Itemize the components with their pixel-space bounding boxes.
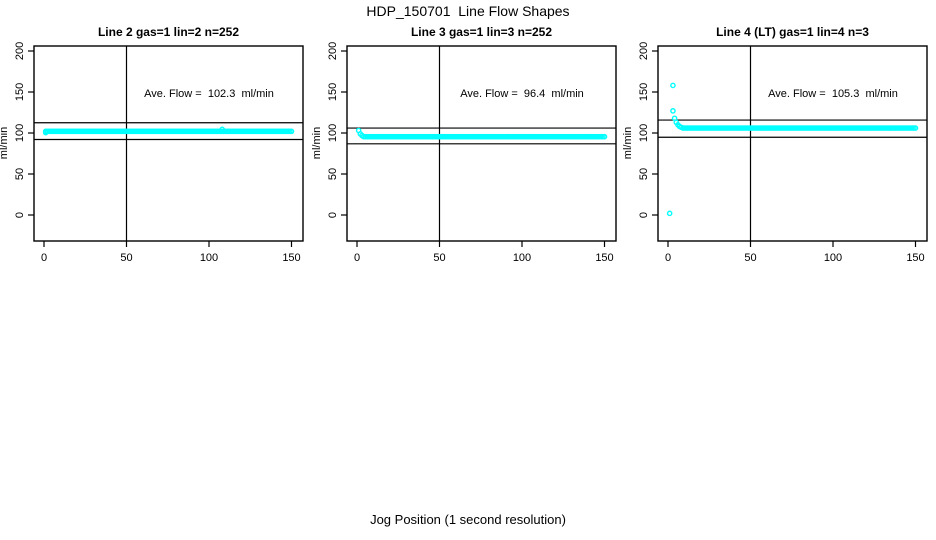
panel-line-4-ave-flow-annotation: Ave. Flow = 105.3 ml/min	[768, 88, 898, 100]
shared-x-axis-label: Jog Position (1 second resolution)	[370, 512, 566, 527]
y-tick-label: 150	[638, 83, 650, 101]
data-point	[666, 210, 673, 217]
plot-frame	[346, 45, 617, 242]
x-tick-label: 0	[665, 252, 671, 264]
y-axis-title: ml/min	[0, 127, 10, 159]
y-tick-label: 0	[638, 212, 650, 218]
data-point	[678, 124, 685, 131]
data-point	[601, 133, 608, 140]
panel-line-4-title: Line 4 (LT) gas=1 lin=4 n=3	[716, 25, 869, 39]
y-tick-label: 200	[638, 42, 650, 60]
y-tick-label: 100	[14, 124, 26, 142]
y-tick-label: 200	[14, 42, 26, 60]
x-tick-label: 100	[824, 252, 842, 264]
y-tick-label: 200	[327, 42, 339, 60]
y-tick-label: 150	[14, 83, 26, 101]
data-point	[42, 129, 49, 136]
plot-frame	[657, 45, 928, 242]
panel-line-4-plot-area: 0 50 100 150 0 50 100 150 200 ml/min Ave. Flow = …	[622, 42, 928, 264]
chart-main-title: HDP_150701 Line Flow Shapes	[366, 3, 570, 19]
x-tick-label: 0	[41, 252, 47, 264]
panel-line-4: Line 4 (LT) gas=1 lin=4 n=3 0 50 100 150 0 50…	[622, 0, 928, 270]
y-tick-label: 0	[327, 212, 339, 218]
x-tick-label: 100	[200, 252, 218, 264]
panel-line-3-title: Line 3 gas=1 lin=3 n=252	[410, 25, 553, 39]
x-tick-label: 150	[906, 252, 924, 264]
panel-line-3: Line 3 gas=1 lin=3 n=252 0 50 100 150 0 50 100…	[311, 0, 617, 270]
plot-frame	[33, 45, 304, 242]
data-point	[219, 126, 225, 133]
y-tick-label: 100	[638, 124, 650, 142]
y-axis-title: ml/min	[622, 127, 634, 159]
x-tick-label: 150	[595, 252, 613, 264]
panel-line-2: Line 2 gas=1 lin=2 n=252 0 50 100 150 0 50 100…	[0, 0, 304, 270]
y-tick-label: 50	[14, 168, 26, 180]
y-tick-label: 0	[14, 212, 26, 218]
data-point	[670, 82, 676, 89]
y-tick-label: 100	[327, 124, 339, 142]
panel-line-2-title: Line 2 gas=1 lin=2 n=252	[97, 25, 240, 39]
x-tick-label: 0	[354, 252, 360, 264]
panel-line-2-plot-svg: 0 50 100 150 0 50 100 150 200 ml/min	[0, 42, 304, 264]
y-axis-title: ml/min	[311, 127, 323, 159]
panel-line-3-ave-flow-annotation: Ave. Flow = 96.4 ml/min	[460, 88, 584, 100]
data-point	[670, 108, 676, 114]
x-tick-label: 150	[282, 252, 300, 264]
x-tick-label: 50	[120, 252, 132, 264]
x-tick-label: 100	[513, 252, 531, 264]
panel-line-2-plot-area: 0 50 100 150 0 50 100 150 200 ml/min Ave. Flow = …	[0, 42, 304, 264]
data-point	[288, 128, 295, 135]
data-point	[359, 132, 365, 139]
panel-line-4-plot-svg: 0 50 100 150 0 50 100 150 200 ml/min	[622, 42, 928, 264]
y-tick-label: 50	[327, 168, 339, 180]
x-tick-label: 50	[433, 252, 445, 264]
panel-line-3-plot-svg: 0 50 100 150 0 50 100 150 200 ml/min	[311, 42, 617, 264]
y-tick-label: 50	[638, 168, 650, 180]
panel-line-2-ave-flow-annotation: Ave. Flow = 102.3 ml/min	[144, 88, 274, 100]
y-tick-label: 150	[327, 83, 339, 101]
x-tick-label: 50	[744, 252, 756, 264]
panel-line-3-plot-area: 0 50 100 150 0 50 100 150 200 ml/min Ave. Flow = …	[311, 42, 617, 264]
data-point	[912, 125, 919, 131]
